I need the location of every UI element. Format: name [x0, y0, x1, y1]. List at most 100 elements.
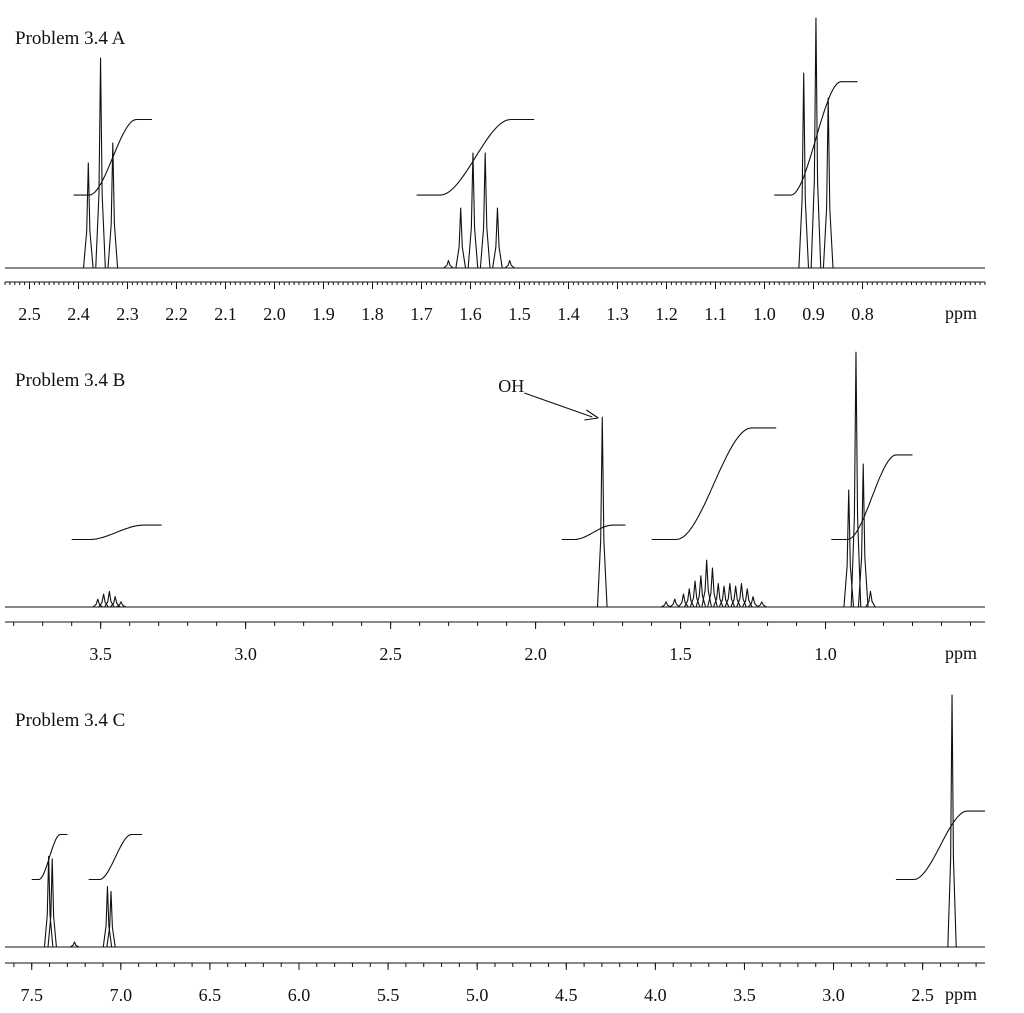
spectrum-peak	[82, 162, 94, 269]
spectrum-panel-b: Problem 3.4 B OH 3.5 3.0 2.5 2.0 1.5 1.0 ppm	[0, 340, 1024, 680]
spectrum-peak	[95, 57, 106, 269]
tick-label: 1.5	[508, 304, 531, 324]
spectrum-peak	[596, 416, 608, 608]
annotation-arrow-line	[524, 392, 593, 418]
annotation-label: OH	[498, 376, 524, 396]
spectrum-peak	[492, 207, 503, 269]
tick-label: 3.5	[733, 985, 756, 1005]
tick-label: 4.5	[555, 985, 578, 1005]
integral-curve	[651, 427, 777, 541]
spectrum-peak	[730, 585, 741, 608]
tick-label: 2.5	[379, 644, 402, 664]
spectrum-peak	[707, 567, 718, 608]
tick-label: 3.0	[234, 644, 257, 664]
tick-label: 1.9	[312, 304, 335, 324]
spectrum-a-svg: Problem 3.4 A 2.5 2.4 2.3 2.2 2.1 2.0 1.9 1.8 1.…	[4, 17, 986, 324]
integral-curve	[831, 454, 913, 541]
integral-curve	[561, 524, 626, 541]
integral-curve	[88, 833, 143, 881]
tick-label: 1.3	[606, 304, 629, 324]
unit-label-c: ppm	[945, 984, 977, 1004]
spectrum-b-annotations: OH	[498, 376, 599, 421]
tick-label: 7.0	[110, 985, 133, 1005]
spectrum-peak	[683, 588, 695, 608]
spectrum-peak	[504, 259, 515, 269]
tick-label: 1.0	[814, 644, 837, 664]
tick-label: 5.5	[377, 985, 400, 1005]
spectrum-peak	[455, 207, 467, 269]
tick-label: 2.4	[67, 304, 90, 324]
panel-title-a: Problem 3.4 A	[15, 28, 126, 49]
annotation-arrow-head	[584, 409, 599, 421]
spectrum-peak	[736, 583, 747, 608]
spectrum-peak	[660, 601, 672, 608]
spectrum-peak	[718, 585, 730, 608]
tick-label: 3.5	[89, 644, 112, 664]
tick-label: 6.5	[199, 985, 222, 1005]
tick-label: 0.9	[802, 304, 825, 324]
spectrum-panel-c: Problem 3.4 C 7.5 7.0 6.5 6.0 5.5 5.0 4.5 4.0 3.…	[0, 680, 1024, 1013]
tick-label: 2.0	[524, 644, 547, 664]
spectrum-peak	[98, 593, 109, 608]
tick-label: 7.5	[20, 985, 43, 1005]
spectrum-peak	[467, 152, 479, 269]
spectrum-peak	[678, 593, 689, 608]
spectrum-peak	[712, 583, 724, 608]
spectrum-b-trace	[5, 351, 985, 608]
spectrum-c-trace	[5, 694, 985, 948]
spectrum-peak	[756, 601, 767, 608]
spectrum-peak	[104, 590, 115, 608]
spectrum-peak	[865, 590, 876, 608]
spectrum-peak	[443, 259, 454, 269]
spectrum-b-svg: Problem 3.4 B OH 3.5 3.0 2.5 2.0 1.5 1.0 ppm	[5, 351, 985, 664]
spectrum-peak	[115, 601, 127, 608]
tick-label: 1.5	[669, 644, 692, 664]
spectrum-peak	[947, 694, 957, 948]
tick-label: 1.4	[557, 304, 580, 324]
spectrum-c-integrals	[31, 810, 985, 881]
unit-label-a: ppm	[945, 303, 977, 323]
spectrum-c-svg: Problem 3.4 C 7.5 7.0 6.5 6.0 5.5 5.0 4.5 4.0 3.…	[5, 694, 985, 1005]
tick-label: 6.0	[288, 985, 311, 1005]
integral-curve	[895, 810, 985, 881]
spectrum-peak	[479, 152, 491, 269]
panel-title-c: Problem 3.4 C	[15, 710, 125, 731]
spectrum-peak	[747, 596, 759, 608]
integral-curve	[774, 81, 858, 196]
spectrum-panel-a: Problem 3.4 A 2.5 2.4 2.3 2.2 2.1 2.0 1.9 1.8 1.…	[0, 0, 1024, 340]
tick-label: 1.2	[655, 304, 678, 324]
spectrum-peak	[669, 598, 680, 608]
tick-label: 1.1	[704, 304, 727, 324]
spectrum-peak	[106, 891, 116, 948]
tick-label: 2.2	[165, 304, 188, 324]
spectrum-peak	[850, 351, 862, 608]
integral-curve	[71, 524, 162, 541]
spectrum-b-integrals	[71, 427, 913, 541]
spectrum-peak	[798, 72, 810, 269]
tick-label: 3.0	[822, 985, 845, 1005]
spectrum-a-integrals	[73, 81, 858, 196]
tick-label: 2.3	[116, 304, 139, 324]
spectrum-c-axis: 7.5 7.0 6.5 6.0 5.5 5.0 4.5 4.0 3.5 3.0 2.5	[5, 962, 985, 1005]
spectrum-peak	[102, 885, 113, 948]
tick-label: 2.5	[18, 304, 41, 324]
spectrum-peak	[47, 858, 57, 948]
spectrum-peak	[857, 463, 869, 608]
spectrum-a-trace	[5, 17, 985, 269]
tick-label: 2.0	[263, 304, 286, 324]
spectrum-a-axis: 2.5 2.4 2.3 2.2 2.1 2.0 1.9 1.8 1.7 1.6 1.5 1.4 1.3 1…	[4, 281, 986, 324]
tick-label: 2.1	[214, 304, 237, 324]
integral-curve	[416, 118, 535, 196]
spectrum-peak	[69, 941, 79, 948]
spectrum-peak	[724, 583, 736, 608]
tick-label: 1.7	[410, 304, 433, 324]
spectrum-peak	[822, 97, 834, 269]
tick-label: 0.8	[851, 304, 874, 324]
panel-title-b: Problem 3.4 B	[15, 370, 125, 391]
tick-label: 5.0	[466, 985, 489, 1005]
spectrum-peak	[689, 580, 701, 608]
spectrum-peak	[695, 575, 707, 608]
tick-label: 1.0	[753, 304, 776, 324]
spectrum-peak	[741, 588, 753, 608]
tick-label: 1.6	[459, 304, 482, 324]
